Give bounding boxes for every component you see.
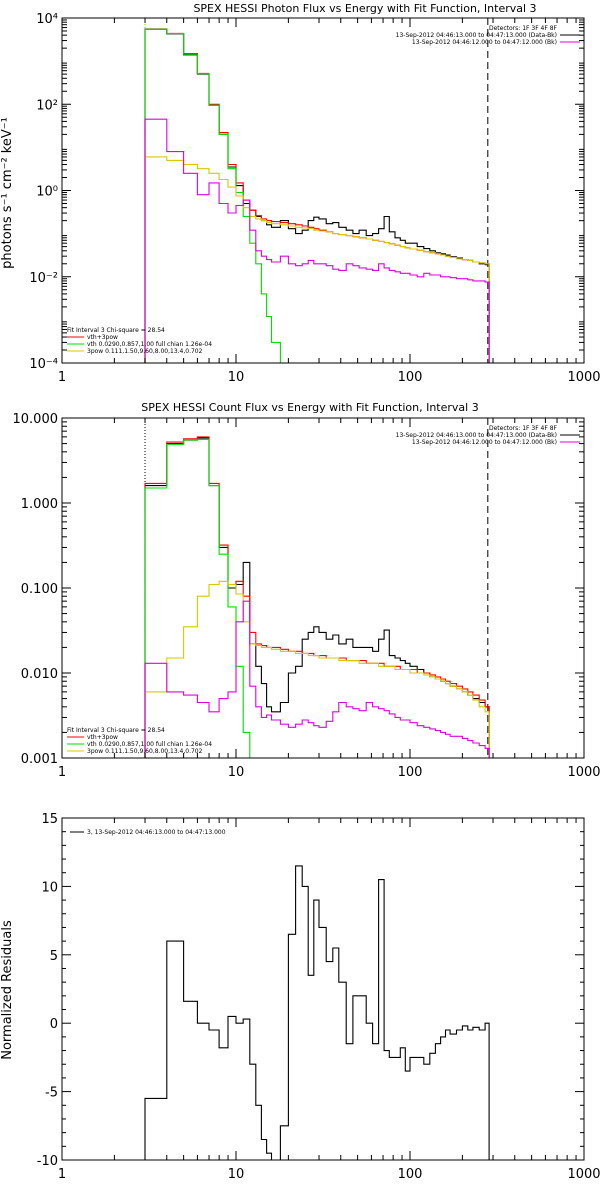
x-tick-label: 10 [228,765,245,780]
photon-flux-ylabel: photons s⁻¹ cm⁻² keV⁻¹ [0,117,15,269]
series-line-1 [144,437,490,758]
y-tick-label: 10 [41,880,58,895]
count-flux-title: SPEX HESSI Count Flux vs Energy with Fit… [141,401,478,414]
x-tick-label: 1000 [567,1167,600,1182]
legend-fit-interval: Fit Interval 3 Chi-square = 28.54 [67,727,165,734]
photon-flux-plot-frame [61,17,585,364]
residuals-ticks: 1 10 100 1000 -10 -5 0 5 10 15 [37,812,600,1182]
x-tick-label: 100 [398,765,423,780]
legend-vth3pow: vth+3pow [87,734,118,741]
residuals-marks [144,865,490,1161]
y-tick-label: 10⁴ [36,12,58,27]
count-flux-legend-bottomleft: Fit Interval 3 Chi-square = 28.54 vth+3p… [67,727,212,755]
photon-flux-marks [144,18,490,364]
series-line-1 [144,865,490,1161]
y-tick-label: 0.100 [21,582,58,597]
legend-vth: vth 0.0290,0.857,1.00 full chian 1.26e-0… [87,341,212,348]
y-tick-label: 0.010 [21,667,58,682]
legend-bk: 13-Sep-2012 04:46:12.000 to 04:47:12.000… [412,439,557,446]
y-tick-label: 10.000 [13,412,59,427]
y-tick-label: 10² [36,98,58,113]
residuals-panel: Normalized Residuals 1 10 100 1000 -10 -5 0 5 10… [0,812,600,1182]
count-flux-marks [144,418,490,759]
count-flux-legend-topright: Detectors: 1F 3F 4F 8F 13-Sep-2012 04:46… [396,425,580,446]
x-tick-label: 10 [228,370,245,385]
count-flux-plot-frame [61,417,585,759]
legend-fit-interval: Fit Interval 3 Chi-square = 28.54 [67,327,165,334]
series-line-4 [144,580,490,758]
y-tick-label: -5 [45,1086,58,1101]
legend-data-bk: 13-Sep-2012 04:46:13.000 to 04:47:13.000… [396,432,557,439]
x-tick-label: 1000 [567,765,600,780]
legend-3pow: 3pow 0.111,1.50,9.60,8.00,13.4,0.702 [87,748,203,755]
photon-flux-legend-bottomleft: Fit Interval 3 Chi-square = 28.54 vth+3p… [67,327,212,355]
photon-flux-title: SPEX HESSI Photon Flux vs Energy with Fi… [193,2,536,15]
series-line-2 [144,436,490,758]
y-tick-label: 5 [50,949,58,964]
count-flux-ticks: 1 10 100 1000 0.001 0.010 0.100 1.000 10.000 [13,412,600,780]
series-line-5 [144,118,490,363]
y-tick-label: 1.000 [21,497,58,512]
series-line-3 [144,28,490,364]
legend-data-bk: 13-Sep-2012 04:46:13.000 to 04:47:13.000… [396,32,557,39]
residuals-ylabel: Normalized Residuals [0,920,15,1060]
y-tick-label: 0 [50,1017,58,1032]
series-line-4 [144,156,490,363]
legend-residuals: 3, 13-Sep-2012 04:46:13.000 to 04:47:13.… [87,829,226,836]
count-flux-panel: SPEX HESSI Count Flux vs Energy with Fit… [13,401,600,780]
legend-detectors: Detectors: 1F 3F 4F 8F [489,25,558,32]
x-tick-label: 10 [228,1167,245,1182]
y-tick-label: 0.001 [21,752,58,767]
photon-flux-legend-topright: Detectors: 1F 3F 4F 8F 13-Sep-2012 04:46… [396,25,580,46]
y-tick-label: 10⁰ [36,185,58,200]
residuals-legend: 3, 13-Sep-2012 04:46:13.000 to 04:47:13.… [70,829,226,836]
y-tick-label: 10⁻² [29,271,58,286]
series-line-3 [144,438,490,759]
y-tick-label: -10 [37,1154,58,1169]
x-tick-label: 1 [58,765,66,780]
x-tick-label: 1000 [567,370,600,385]
legend-vth: vth 0.0290,0.857,1.00 full chian 1.26e-0… [87,741,212,748]
y-tick-label: 15 [41,812,58,827]
series-line-2 [144,28,490,363]
x-tick-label: 1 [58,370,66,385]
legend-vth3pow: vth+3pow [87,334,118,341]
series-line-5 [144,600,490,758]
legend-bk: 13-Sep-2012 04:46:12.000 to 04:47:12.000… [412,39,557,46]
x-tick-label: 100 [398,1167,423,1182]
x-tick-label: 100 [398,370,423,385]
x-tick-label: 1 [58,1167,66,1182]
residuals-plot-frame [61,817,585,1161]
legend-3pow: 3pow 0.111,1.50,9.60,8.00,13.4,0.702 [87,348,203,355]
photon-flux-ticks: 1 10 100 1000 10⁻⁴ 10⁻² 10⁰ 10² 10⁴ [29,12,600,385]
series-line-1 [144,28,490,363]
photon-flux-panel: SPEX HESSI Photon Flux vs Energy with Fi… [0,2,600,385]
y-tick-label: 10⁻⁴ [29,357,58,372]
legend-detectors: Detectors: 1F 3F 4F 8F [489,425,558,432]
